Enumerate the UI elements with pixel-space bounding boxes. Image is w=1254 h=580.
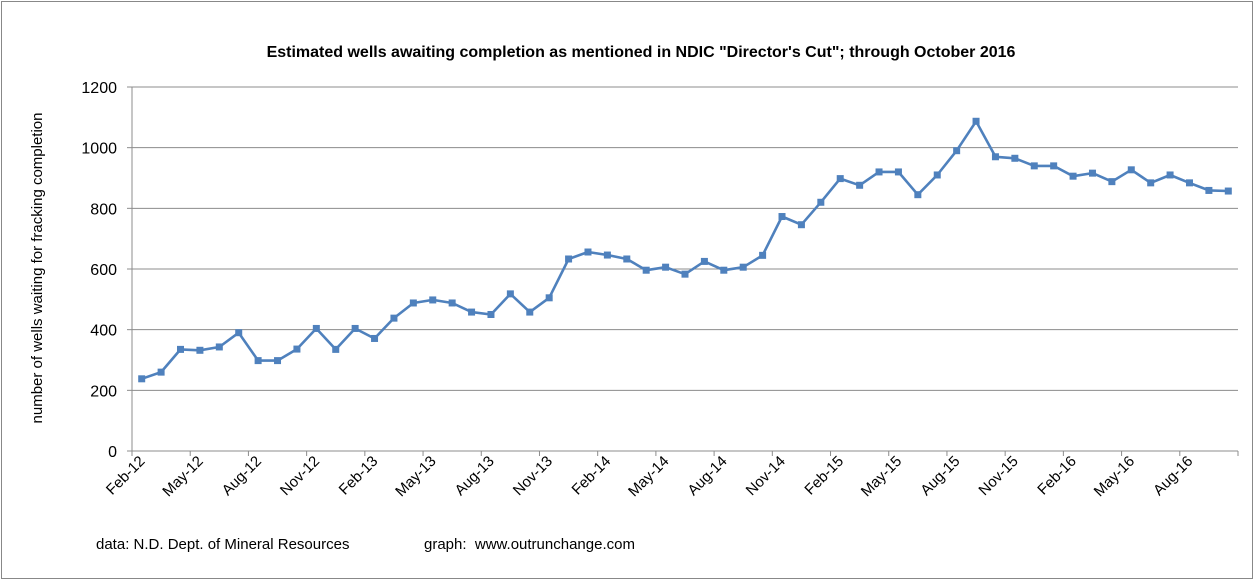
data-point xyxy=(642,266,650,274)
series-line xyxy=(141,120,1229,381)
data-point xyxy=(720,266,728,274)
x-tick-labels: Feb-12 May-12 Aug-12 Nov-12 Feb-13 May-13 Aug-… xyxy=(103,453,1196,500)
data-point xyxy=(332,345,340,353)
x-tick-label: Nov-14 xyxy=(743,453,789,499)
x-tick-label: Feb-13 xyxy=(336,453,382,499)
x-tick-label: May-12 xyxy=(159,453,206,500)
data-point xyxy=(196,346,204,354)
data-point xyxy=(1224,187,1232,195)
x-tick-label: Aug-16 xyxy=(1150,453,1196,499)
data-point xyxy=(681,270,689,278)
data-point xyxy=(1147,179,1155,187)
data-point xyxy=(1069,172,1077,180)
x-tick-label: May-15 xyxy=(858,453,905,500)
data-point xyxy=(914,191,922,199)
data-point xyxy=(177,345,185,353)
gridlines xyxy=(132,86,1238,391)
data-point xyxy=(953,147,961,155)
y-tick-label: 800 xyxy=(90,201,117,218)
data-point xyxy=(138,375,146,383)
data-point xyxy=(312,324,320,332)
x-tick-label: Nov-13 xyxy=(510,453,556,499)
data-point xyxy=(817,198,825,206)
data-point xyxy=(1108,178,1116,186)
x-tick-label: May-13 xyxy=(392,453,439,500)
data-point xyxy=(351,324,359,332)
data-point xyxy=(157,368,165,376)
data-point xyxy=(254,357,262,365)
data-point xyxy=(991,153,999,161)
data-point xyxy=(972,117,980,125)
data-point xyxy=(1127,166,1135,174)
x-tick-label: Aug-14 xyxy=(684,453,730,499)
chart-title: Estimated wells awaiting completion as m… xyxy=(267,44,1016,61)
data-point xyxy=(700,257,708,265)
data-point xyxy=(468,308,476,316)
data-point xyxy=(1185,179,1193,187)
data-point xyxy=(875,168,883,176)
data-point xyxy=(409,299,417,307)
x-tick-label: Aug-12 xyxy=(219,453,265,499)
data-point xyxy=(856,181,864,189)
y-tick-label: 1000 xyxy=(81,141,117,158)
data-point xyxy=(235,329,243,337)
data-point xyxy=(506,290,514,298)
data-point xyxy=(371,334,379,342)
graph-source-note: graph: www.outrunchange.com xyxy=(424,536,635,553)
y-tick-label: 1200 xyxy=(81,80,117,97)
data-point xyxy=(662,263,670,271)
data-point xyxy=(1011,154,1019,162)
data-point xyxy=(739,263,747,271)
data-point xyxy=(429,296,437,304)
data-point xyxy=(1050,162,1058,170)
axes xyxy=(127,86,1239,456)
data-point xyxy=(797,221,805,229)
x-tick-label: Nov-12 xyxy=(277,453,323,499)
data-point xyxy=(584,248,592,256)
data-source-note: data: N.D. Dept. of Mineral Resources xyxy=(96,536,350,553)
data-point xyxy=(836,175,844,183)
data-point xyxy=(293,345,301,353)
data-point xyxy=(759,251,767,259)
data-point xyxy=(1166,171,1174,179)
data-point xyxy=(545,294,553,302)
y-tick-labels: 0 200 400 600 800 1000 1200 xyxy=(81,80,117,461)
data-point xyxy=(390,314,398,322)
x-tick-label: Aug-15 xyxy=(917,453,963,499)
data-point xyxy=(274,357,282,365)
y-tick-label: 400 xyxy=(90,323,117,340)
y-tick-label: 600 xyxy=(90,262,117,279)
x-tick-label: May-16 xyxy=(1091,453,1138,500)
y-axis-label: number of wells waiting for fracking com… xyxy=(29,113,46,424)
x-tick-label: Feb-16 xyxy=(1034,453,1080,499)
data-point xyxy=(448,299,456,307)
data-point xyxy=(565,255,573,263)
x-tick-label: Feb-15 xyxy=(801,453,847,499)
data-point xyxy=(215,343,223,351)
x-tick-label: Aug-13 xyxy=(452,453,498,499)
data-point xyxy=(487,311,495,318)
series-wells-awaiting-completion xyxy=(138,117,1232,383)
data-point xyxy=(778,213,786,221)
x-tick-label: Feb-14 xyxy=(569,453,615,499)
y-tick-label: 0 xyxy=(108,444,117,461)
data-point xyxy=(1088,169,1096,177)
data-point xyxy=(623,255,631,263)
y-tick-label: 200 xyxy=(90,383,117,400)
data-point xyxy=(1030,162,1038,170)
data-point xyxy=(1205,186,1213,194)
data-point xyxy=(526,308,534,316)
data-point xyxy=(933,171,941,179)
x-tick-label: May-14 xyxy=(625,453,672,500)
x-tick-label: Nov-15 xyxy=(975,453,1021,499)
data-point xyxy=(603,251,611,259)
data-point xyxy=(894,168,902,176)
